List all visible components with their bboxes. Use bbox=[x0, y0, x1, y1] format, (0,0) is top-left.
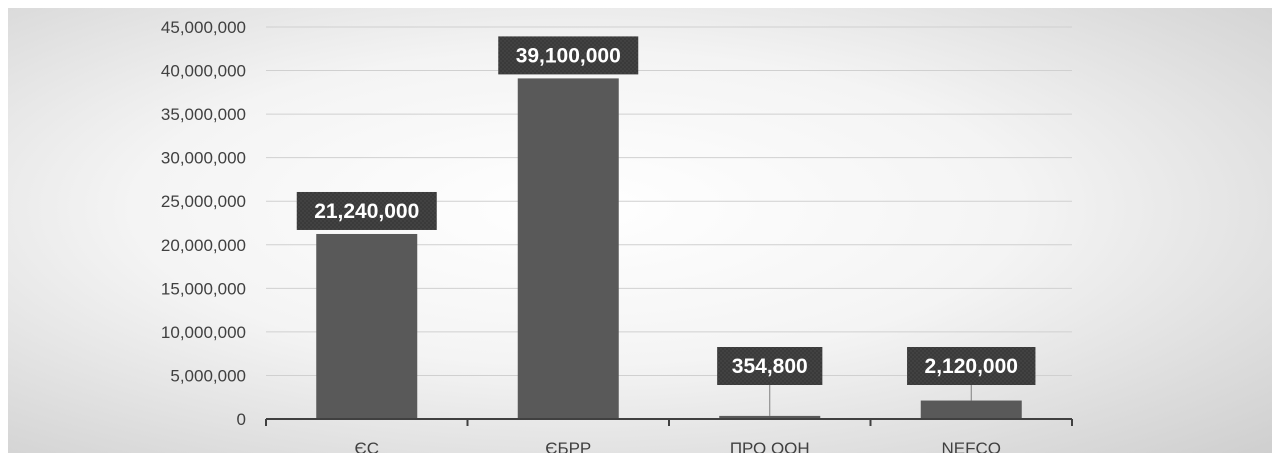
bar bbox=[316, 233, 418, 419]
data-label: 2,120,000 bbox=[925, 355, 1018, 378]
data-label-box bbox=[296, 191, 437, 230]
bar bbox=[920, 400, 1022, 419]
y-tick-label: 25,000,000 bbox=[161, 192, 246, 211]
data-label-box bbox=[717, 347, 823, 385]
y-tick-label: 5,000,000 bbox=[170, 366, 246, 385]
y-tick-label: 10,000,000 bbox=[161, 323, 246, 342]
y-tick-label: 15,000,000 bbox=[161, 279, 246, 298]
data-label: 39,100,000 bbox=[516, 44, 621, 67]
x-category-label: ЄС bbox=[355, 439, 380, 453]
x-category-label: NEFCO bbox=[942, 439, 1002, 453]
x-category-label: ЄБРР bbox=[545, 439, 591, 453]
bar-chart: 0 5,000,000 10,000,000 15,000,000 20,000,000… bbox=[161, 18, 1073, 453]
y-tick-label: 45,000,000 bbox=[161, 18, 246, 37]
data-label-box bbox=[907, 347, 1036, 385]
data-label-box bbox=[498, 36, 639, 75]
y-tick-label: 35,000,000 bbox=[161, 105, 246, 124]
y-tick-label: 0 bbox=[237, 410, 246, 429]
bar bbox=[517, 78, 619, 419]
y-tick-label: 40,000,000 bbox=[161, 62, 246, 81]
data-label: 354,800 bbox=[732, 355, 808, 378]
data-label: 21,240,000 bbox=[314, 200, 419, 223]
y-tick-label: 20,000,000 bbox=[161, 236, 246, 255]
bar bbox=[719, 415, 821, 419]
chart-area: 0 5,000,000 10,000,000 15,000,000 20,000,000… bbox=[8, 8, 1272, 453]
x-category-label: ПРО ООН bbox=[730, 439, 810, 453]
y-tick-label: 30,000,000 bbox=[161, 149, 246, 168]
